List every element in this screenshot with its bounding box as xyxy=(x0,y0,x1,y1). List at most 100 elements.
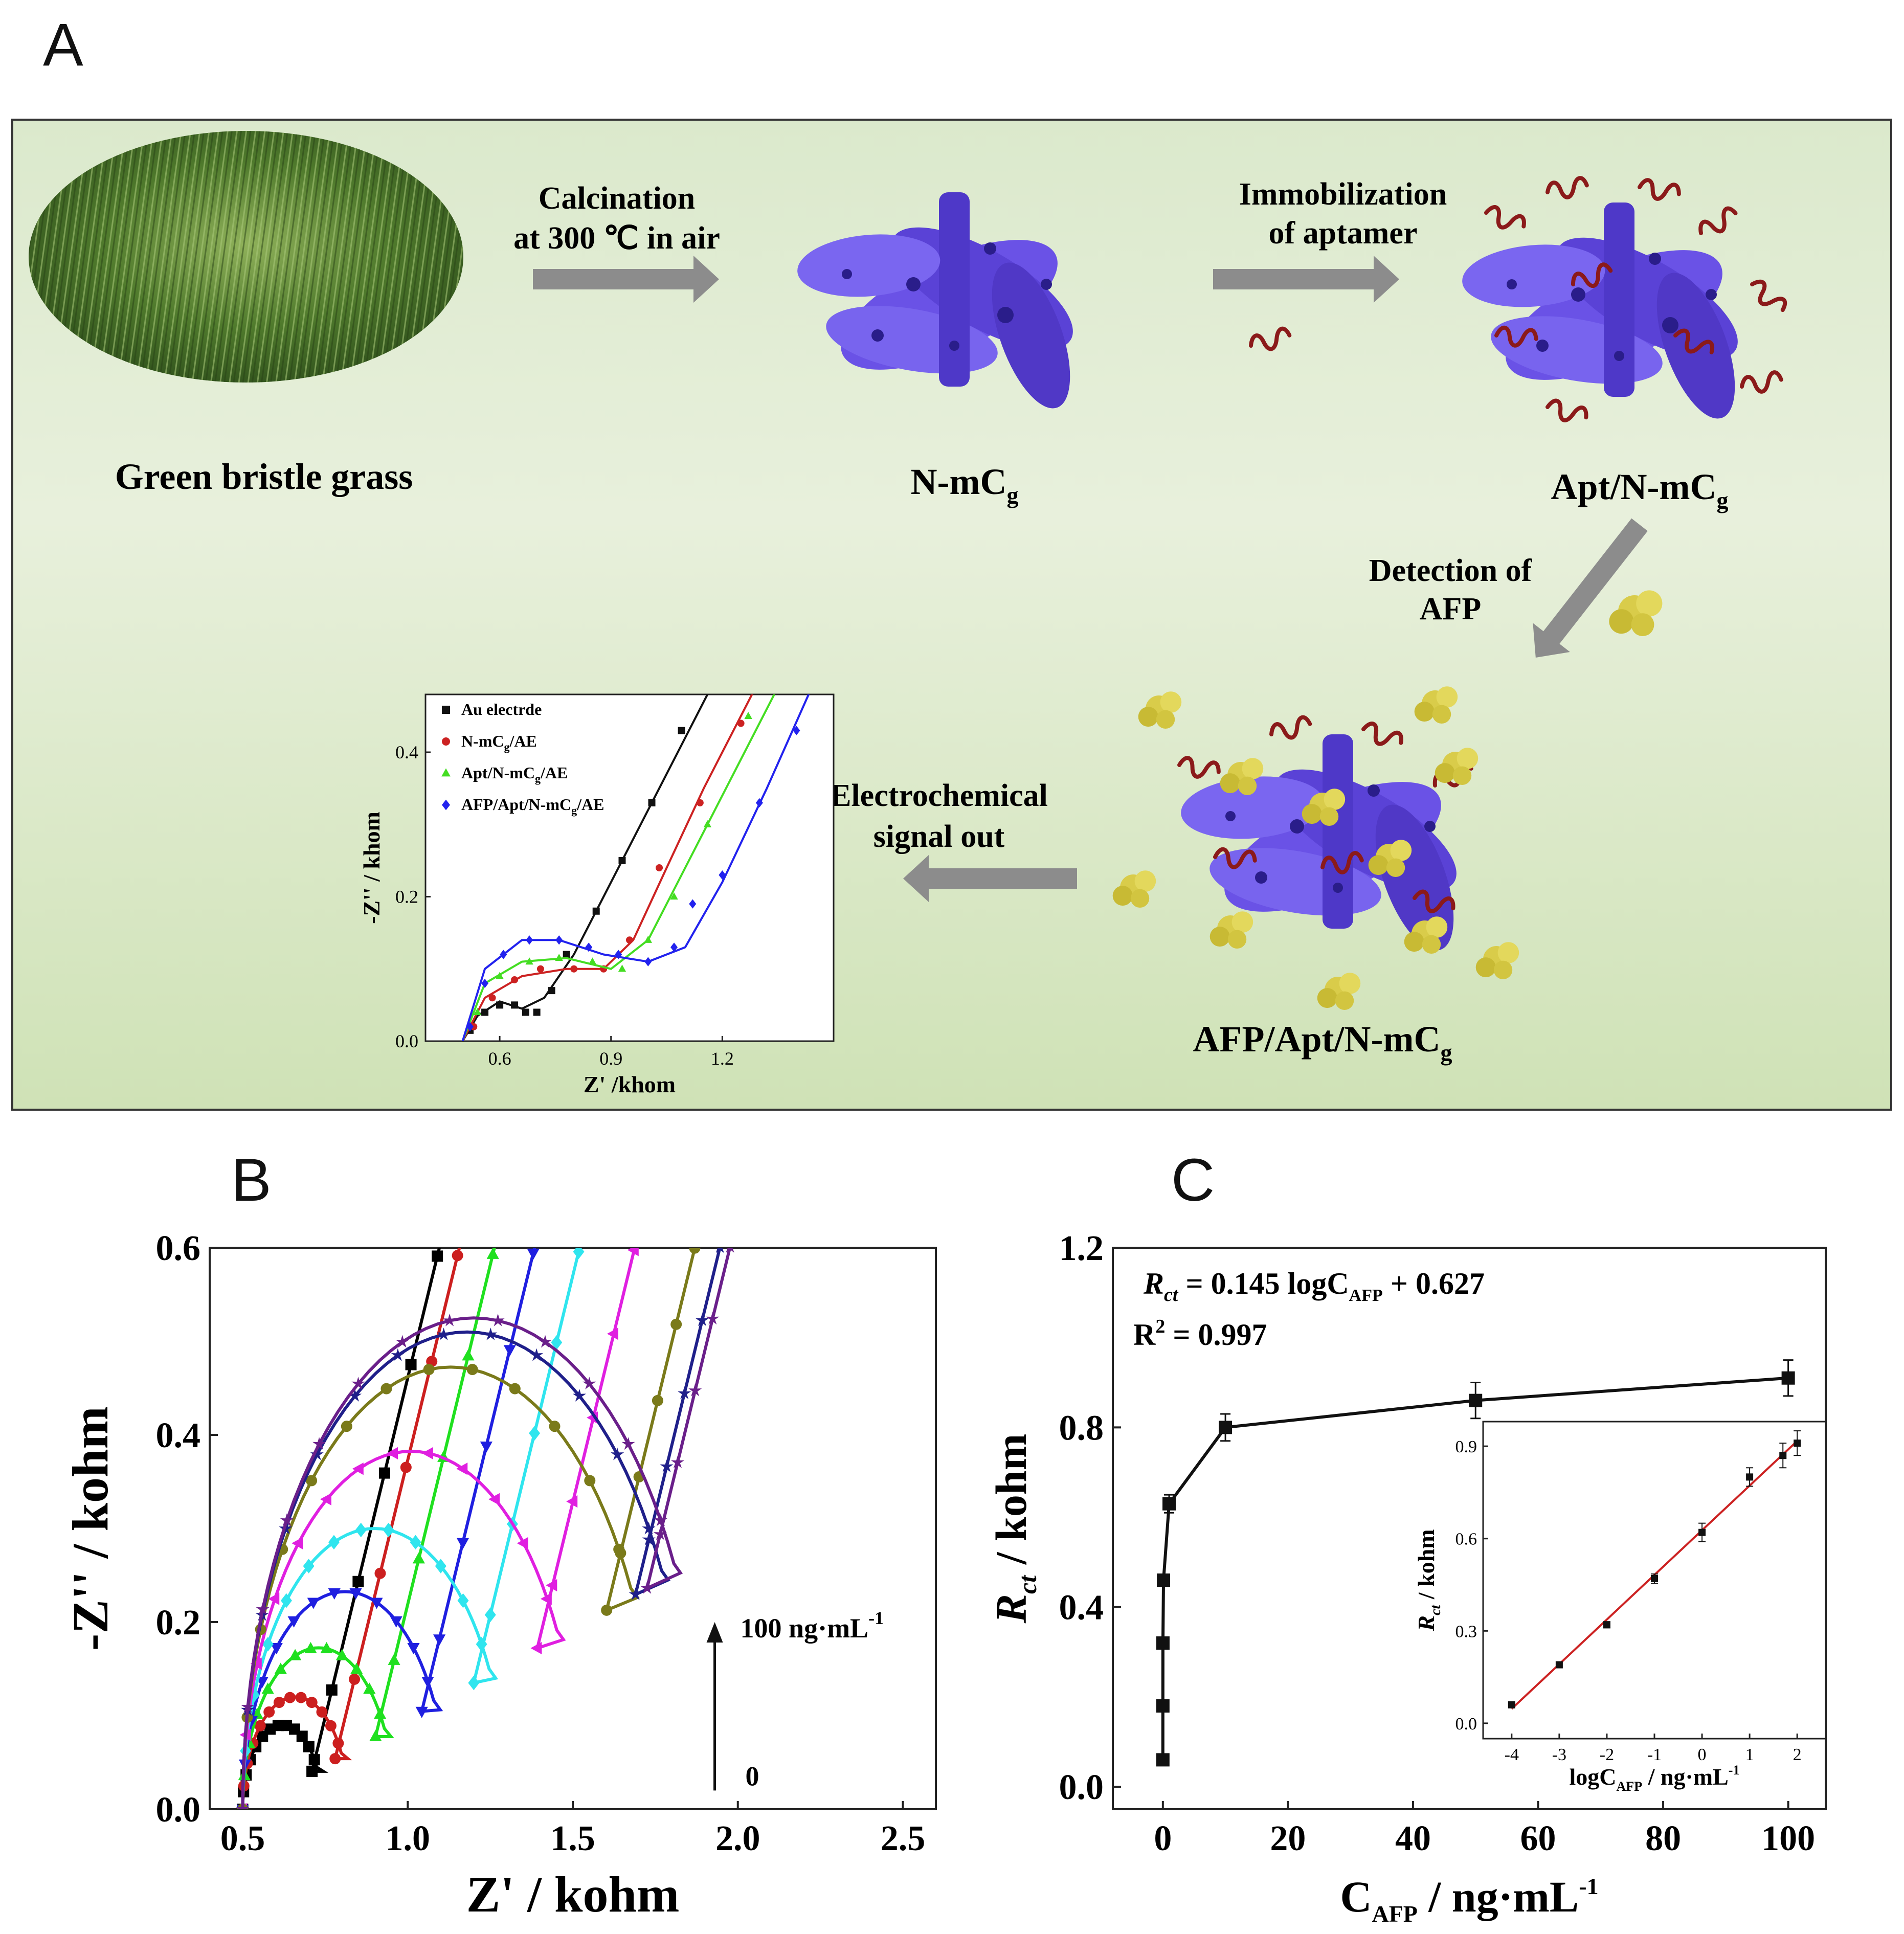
inset-x-axis-label-c: logCAFP / ng·mL-1 xyxy=(1570,1763,1740,1794)
data-point-b xyxy=(395,1335,409,1348)
calibration-line xyxy=(1161,1376,1788,1760)
data-point-b xyxy=(503,1345,516,1357)
inset-data-point-c xyxy=(1651,1575,1658,1582)
grass-label: Green bristle grass xyxy=(115,456,413,497)
inset-fit-line xyxy=(461,694,709,1041)
x-tick-label-c: 0 xyxy=(1154,1819,1172,1858)
data-point-b xyxy=(491,1313,505,1326)
inset-data-point xyxy=(670,942,678,952)
data-point-b xyxy=(241,1700,255,1713)
inset-data-point xyxy=(588,957,597,965)
calibration-point xyxy=(1781,1371,1795,1385)
data-point-b xyxy=(400,1461,412,1473)
data-point-b xyxy=(715,1248,724,1253)
panel-label-c: C xyxy=(1171,1146,1215,1214)
data-point-b xyxy=(287,1616,300,1628)
y-tick-label-c: 0.8 xyxy=(1059,1408,1104,1448)
inset-x-tick-label-c: 2 xyxy=(1793,1745,1802,1764)
step1-label-line2: at 300 ℃ in air xyxy=(513,221,720,256)
arrow-immobilization xyxy=(1213,256,1399,303)
data-point-b xyxy=(468,1675,480,1691)
data-point-b xyxy=(678,1386,691,1400)
inset-y-axis-label: -Z'' / khom xyxy=(359,812,385,924)
afp-molecule xyxy=(1609,590,1663,636)
data-point-b xyxy=(640,1581,654,1594)
inset-fit-line xyxy=(461,694,776,1041)
data-point-b xyxy=(412,1552,425,1564)
data-point-b xyxy=(388,1653,400,1665)
data-point-b xyxy=(316,1706,328,1718)
inset-y-tick-label-c: 0.9 xyxy=(1455,1437,1477,1456)
data-point-b xyxy=(355,1522,367,1538)
inset-legend-label: AFP/Apt/N-mCg/AE xyxy=(461,795,604,817)
inset-y-axis-label-c: Rct / kohm xyxy=(1413,1529,1444,1631)
x-axis-label-b: Z' / kohm xyxy=(466,1866,680,1923)
data-point-b xyxy=(480,1442,492,1453)
x-tick-label-c: 60 xyxy=(1520,1819,1556,1858)
data-point-b xyxy=(312,1437,326,1450)
data-point-b xyxy=(370,1598,383,1609)
data-point-b xyxy=(320,1641,333,1653)
calibration-point xyxy=(1469,1393,1483,1407)
inset-y-tick-label-c: 0.0 xyxy=(1455,1715,1477,1734)
data-point-b xyxy=(254,1720,266,1731)
data-point-b xyxy=(456,1538,469,1549)
data-point-b xyxy=(262,1637,274,1652)
arrow-signal-out xyxy=(903,855,1077,902)
data-point-b xyxy=(433,1634,446,1646)
plot-area-b xyxy=(209,1247,937,1810)
data-point-b xyxy=(421,1447,433,1459)
data-point-b xyxy=(306,1765,318,1777)
inset-data-point xyxy=(548,987,555,995)
data-point-b xyxy=(726,1248,734,1253)
data-point-b xyxy=(374,1567,386,1579)
data-point-b xyxy=(304,1641,317,1653)
inset-y-tick-label-c: 0.3 xyxy=(1455,1622,1477,1641)
data-point-b xyxy=(437,1328,451,1340)
data-point-b xyxy=(549,1421,561,1432)
inset-legend-marker xyxy=(441,768,451,777)
fit-curve-b xyxy=(241,1248,637,1809)
data-point-b xyxy=(405,1359,417,1370)
inset-data-point xyxy=(511,976,519,983)
data-point-b xyxy=(486,1248,499,1259)
inset-data-point xyxy=(618,857,626,864)
inset-data-point-c xyxy=(1508,1701,1515,1708)
data-point-b xyxy=(584,1475,596,1487)
inset-data-point xyxy=(555,954,563,961)
inset-legend-marker xyxy=(442,799,450,811)
panel-label-b: B xyxy=(231,1146,272,1214)
data-point-b xyxy=(456,1463,468,1475)
inset-y-tick-label: 0.4 xyxy=(395,742,418,762)
inset-data-point xyxy=(525,957,533,965)
data-point-b xyxy=(642,1521,656,1535)
inset-data-point xyxy=(536,965,544,973)
y-axis-label-c: Rct / kohm xyxy=(987,1434,1042,1624)
y-tick-label-b: 0.0 xyxy=(156,1790,201,1830)
step3-label-line1: Detection of xyxy=(1369,553,1533,588)
inset-data-point xyxy=(488,994,496,1002)
inset-data-point xyxy=(696,799,704,806)
data-point-b xyxy=(530,1348,544,1361)
data-point-b xyxy=(261,1682,274,1694)
inset-legend-label: N-mCg/AE xyxy=(461,732,537,753)
inset-data-point xyxy=(481,1008,489,1016)
fit-curve-b xyxy=(241,1248,722,1809)
data-point-b xyxy=(250,1657,262,1670)
inset-data-point xyxy=(522,1008,529,1016)
concentration-arrow-head xyxy=(706,1622,723,1643)
data-point-b xyxy=(341,1421,352,1432)
calibration-point xyxy=(1156,1699,1170,1713)
data-point-b xyxy=(583,1377,596,1390)
data-point-b xyxy=(306,1697,318,1708)
y-tick-label-b: 0.6 xyxy=(156,1229,201,1268)
nyquist-chart-b: 0.5 1.0 1.5 2.0 2.5 0.0 0.2 0.4 0.6 Z' / kohm -Z''… xyxy=(62,1229,937,1923)
data-point-b xyxy=(695,1313,709,1326)
inset-x-tick-label-c: -2 xyxy=(1600,1745,1614,1764)
data-point-b xyxy=(296,1730,308,1742)
data-point-b xyxy=(452,1250,463,1262)
data-point-b xyxy=(476,1637,487,1652)
inset-data-point-c xyxy=(1555,1661,1563,1669)
data-point-b xyxy=(374,1707,387,1719)
data-point-b xyxy=(350,1662,363,1674)
